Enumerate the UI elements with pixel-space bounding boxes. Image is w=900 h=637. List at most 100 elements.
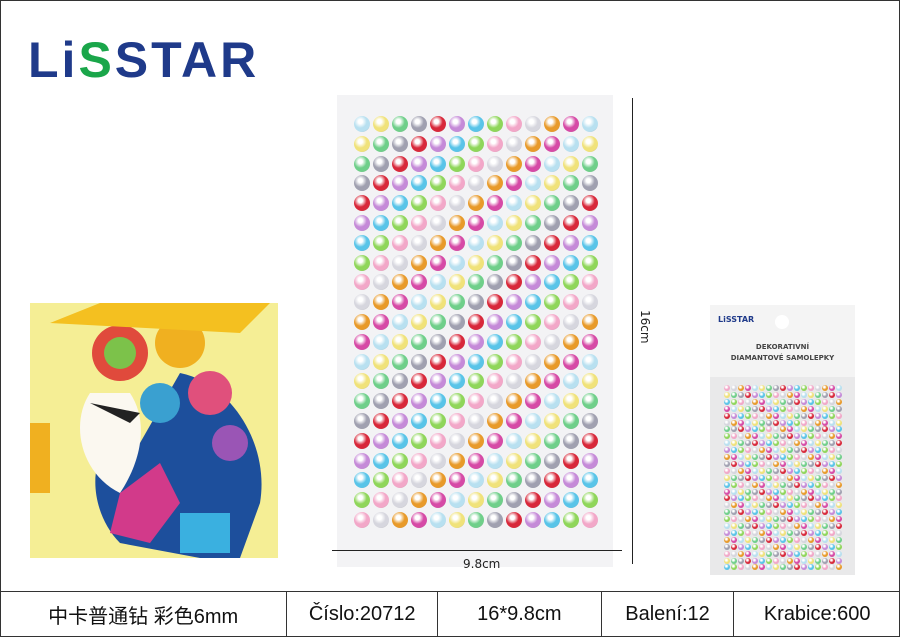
rhinestone-gem <box>822 536 828 543</box>
rhinestone-gem <box>392 432 408 449</box>
rhinestone-gem <box>373 274 389 291</box>
rhinestone-gem <box>822 433 828 440</box>
rhinestone-gem <box>724 419 730 426</box>
rhinestone-gem <box>822 474 828 481</box>
rhinestone-gem <box>773 391 779 398</box>
rhinestone-gem <box>822 543 828 550</box>
rhinestone-gem <box>468 512 484 528</box>
rhinestone-gem <box>430 472 446 489</box>
rhinestone-gem <box>836 523 842 529</box>
rhinestone-gem <box>808 419 814 426</box>
rhinestone-gem <box>759 509 765 516</box>
rhinestone-gem <box>822 405 828 412</box>
rhinestone-gem <box>738 474 744 481</box>
rhinestone-gem <box>815 454 821 460</box>
rhinestone-gem <box>787 474 793 481</box>
rhinestone-gem <box>738 488 744 495</box>
rhinestone-gem <box>780 495 786 502</box>
rhinestone-gem <box>829 550 835 557</box>
rhinestone-gem <box>836 502 842 509</box>
product-info-table: 中卡普通钻 彩色6mm Číslo:20712 16*9.8cm Balení:… <box>0 591 900 636</box>
rhinestone-gem <box>752 419 758 426</box>
rhinestone-gem <box>582 452 598 469</box>
rhinestone-gem <box>773 426 779 433</box>
rhinestone-gem <box>836 474 842 481</box>
rhinestone-gem <box>815 398 821 405</box>
rhinestone-gem <box>794 502 800 509</box>
rhinestone-gem <box>525 333 541 350</box>
rhinestone-gem <box>766 467 772 474</box>
rhinestone-gem <box>752 412 758 419</box>
package-title-line2: DIAMANTOVÉ SAMOLEPKY <box>730 354 835 362</box>
rhinestone-gem <box>773 454 779 460</box>
rhinestone-gem <box>780 385 786 391</box>
rhinestone-gem <box>544 195 560 212</box>
rhinestone-gem <box>430 492 446 509</box>
rhinestone-gem <box>544 254 560 271</box>
rhinestone-gem <box>808 467 814 474</box>
rhinestone-gem <box>773 529 779 536</box>
rhinestone-gem <box>759 516 765 523</box>
rhinestone-gem <box>773 543 779 550</box>
rhinestone-gem <box>815 529 821 536</box>
rhinestone-gem <box>773 523 779 529</box>
rhinestone-gem <box>794 440 800 447</box>
rhinestone-gem <box>794 391 800 398</box>
rhinestone-gem <box>801 481 807 488</box>
rhinestone-gem <box>738 460 744 467</box>
rhinestone-gem <box>392 353 408 370</box>
rhinestone-gem <box>766 474 772 481</box>
rhinestone-gem <box>738 440 744 447</box>
rhinestone-gem <box>794 467 800 474</box>
rhinestone-gem <box>836 447 842 454</box>
rhinestone-gem <box>745 385 751 391</box>
rhinestone-gem <box>801 509 807 516</box>
rhinestone-gem <box>801 523 807 529</box>
rhinestone-gem <box>752 385 758 391</box>
rhinestone-gem <box>773 398 779 405</box>
rhinestone-gem <box>745 523 751 529</box>
rhinestone-gem <box>544 452 560 469</box>
rhinestone-gem <box>815 536 821 543</box>
rhinestone-gem <box>773 440 779 447</box>
rhinestone-gem <box>411 314 427 330</box>
rhinestone-gem <box>766 391 772 398</box>
rhinestone-gem <box>780 529 786 536</box>
rhinestone-gem <box>487 155 503 172</box>
rhinestone-gem <box>794 488 800 495</box>
rhinestone-gem <box>836 412 842 419</box>
rhinestone-gem <box>829 474 835 481</box>
rhinestone-gem <box>745 488 751 495</box>
rhinestone-gem <box>794 474 800 481</box>
rhinestone-gem <box>411 353 427 370</box>
rhinestone-gem <box>794 495 800 502</box>
rhinestone-gem <box>487 492 503 509</box>
rhinestone-gem <box>815 405 821 412</box>
rhinestone-gem <box>780 557 786 564</box>
rhinestone-gem <box>801 412 807 419</box>
rhinestone-gem <box>468 492 484 509</box>
rhinestone-gem <box>829 391 835 398</box>
rhinestone-gem <box>780 440 786 447</box>
rhinestone-gem <box>787 481 793 488</box>
rhinestone-gem <box>373 314 389 330</box>
rhinestone-gem <box>373 373 389 390</box>
rhinestone-gem <box>563 314 579 330</box>
rhinestone-gem <box>815 564 821 571</box>
rhinestone-gem <box>801 454 807 460</box>
rhinestone-gem <box>836 467 842 474</box>
rhinestone-gem <box>525 452 541 469</box>
rhinestone-gem <box>731 405 737 412</box>
rhinestone-gem <box>724 509 730 516</box>
rhinestone-gem <box>738 529 744 536</box>
rhinestone-gem <box>582 314 598 330</box>
rhinestone-gem <box>506 254 522 271</box>
rhinestone-gem <box>563 512 579 528</box>
rhinestone-gem <box>544 234 560 251</box>
rhinestone-gem <box>411 452 427 469</box>
rhinestone-gem <box>766 550 772 557</box>
rhinestone-gem <box>780 433 786 440</box>
rhinestone-gem <box>738 419 744 426</box>
rhinestone-gem <box>582 215 598 231</box>
rhinestone-gem <box>487 373 503 390</box>
